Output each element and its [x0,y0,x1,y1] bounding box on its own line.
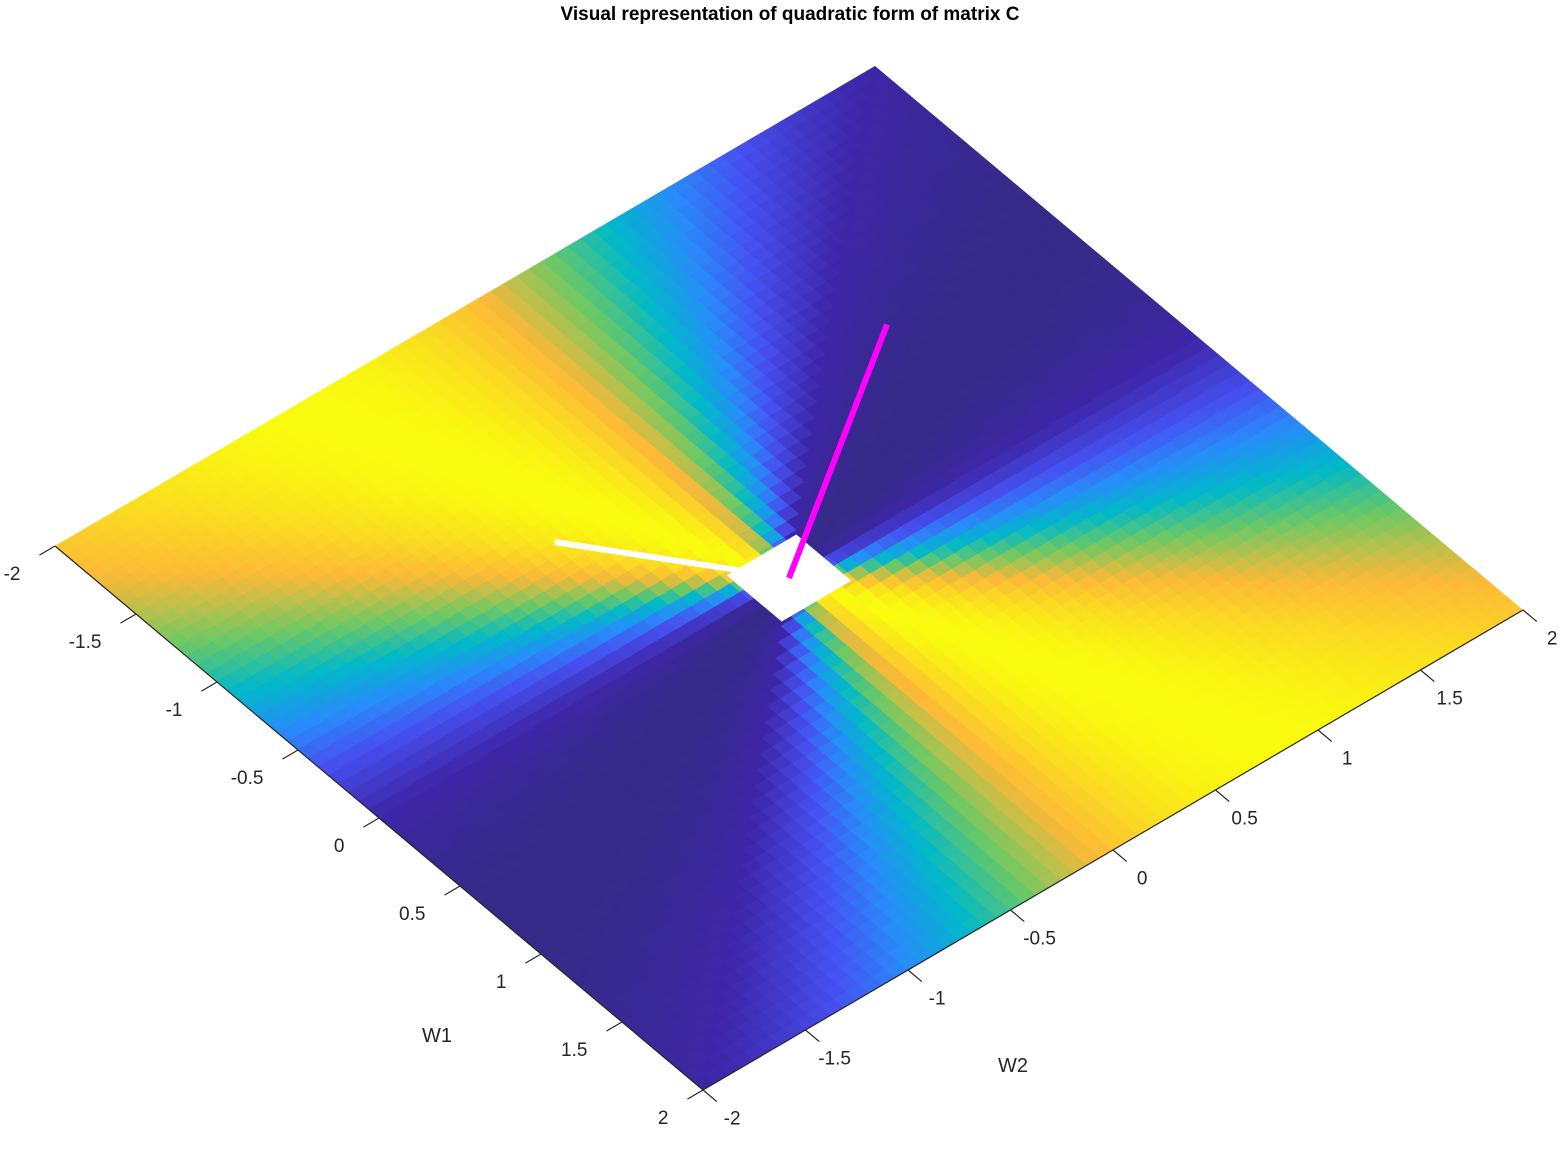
w1-tick-mark [282,749,299,760]
w1-tick-label: -1 [166,700,183,721]
w1-tick-mark [444,885,461,896]
w2-tick-mark [1112,849,1128,863]
w2-tick-label: -1 [929,988,946,1009]
w2-axis-label: W2 [998,1055,1028,1077]
w2-tick-mark [907,969,923,983]
w2-tick-mark [1317,729,1333,743]
w1-tick-label: 1.5 [561,1040,587,1061]
w2-tick-mark [1522,609,1538,623]
w2-tick-mark [805,1029,820,1043]
w2-tick-mark [1215,789,1230,803]
w1-tick-label: -0.5 [231,768,264,789]
w1-tick-label: 0 [334,836,345,857]
w2-tick-mark [702,1089,718,1103]
chart-title: Visual representation of quadratic form … [561,4,1020,25]
w1-tick-mark [39,545,56,556]
w1-axis-label: W1 [422,1025,452,1047]
w1-tick-label: -2 [4,564,21,585]
w1-tick-label: 0.5 [399,904,425,925]
w1-tick-mark [606,1021,623,1032]
w2-tick-label: 1.5 [1436,688,1462,709]
w1-tick-label: -1.5 [69,632,102,653]
w2-tick-mark [1010,909,1025,923]
w2-tick-label: 1 [1342,748,1353,769]
w2-tick-label: 2 [1547,628,1558,649]
w2-tick-mark [1420,669,1435,683]
w1-tick-mark [363,817,380,828]
w2-tick-label: 0 [1137,868,1148,889]
w1-tick-label: 1 [496,972,507,993]
w1-tick-label: 2 [658,1108,669,1129]
w2-tick-label: -2 [724,1108,741,1129]
w1-tick-mark [687,1089,704,1100]
w2-tick-label: 0.5 [1231,808,1257,829]
w1-tick-mark [201,681,218,692]
w2-tick-label: -0.5 [1023,928,1056,949]
w1-tick-mark [120,613,137,624]
w2-tick-label: -1.5 [818,1048,851,1069]
w1-tick-mark [525,953,542,964]
